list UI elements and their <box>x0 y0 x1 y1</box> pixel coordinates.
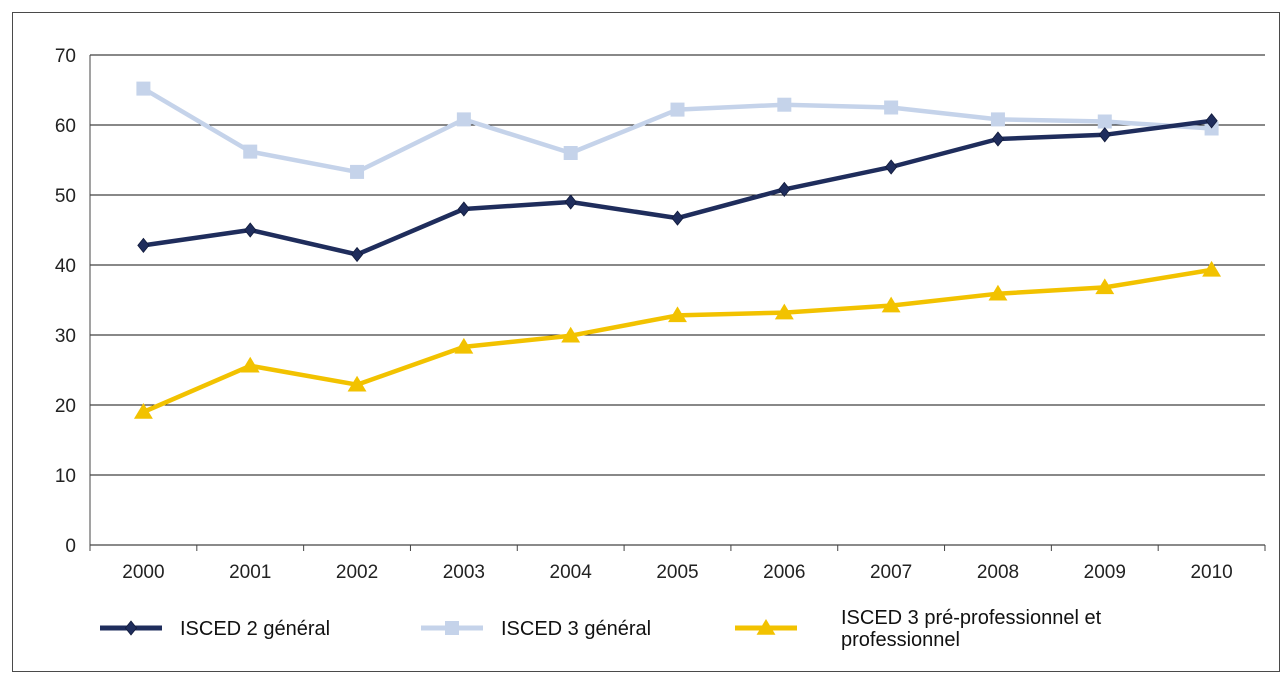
data-point <box>244 222 257 238</box>
legend-marker <box>756 619 776 635</box>
data-point <box>133 403 153 419</box>
x-tick-label: 2002 <box>336 562 378 583</box>
y-tick-label: 60 <box>55 116 76 137</box>
data-point <box>347 375 367 392</box>
legend-item-0: ISCED 2 général <box>100 618 330 640</box>
x-tick-label: 2009 <box>1084 562 1126 583</box>
data-point <box>668 306 687 323</box>
chart-container: 0 10 20 30 40 50 60 70 2000 2001 2002 2003 2004 2005… <box>12 12 1280 672</box>
x-tick-label: 2005 <box>656 562 698 583</box>
series-lines <box>133 81 1222 419</box>
x-tick-label: 2007 <box>870 562 912 583</box>
data-point <box>881 296 901 313</box>
legend-item-2: ISCED 3 pré-professionnel etprofessionne… <box>735 607 1102 651</box>
legend-marker <box>445 621 459 635</box>
data-point <box>670 102 685 117</box>
legend-label-line: ISCED 3 pré-professionnel et <box>841 607 1102 629</box>
data-point <box>1204 121 1219 136</box>
data-point <box>1202 260 1222 277</box>
data-point <box>564 194 577 210</box>
x-tick-label: 2001 <box>229 562 271 583</box>
series-1 <box>136 81 1219 179</box>
y-tick-label: 40 <box>55 256 76 277</box>
data-point <box>240 356 260 373</box>
data-point <box>991 131 1005 147</box>
y-tick-label: 0 <box>65 536 76 557</box>
axes <box>89 55 1266 551</box>
series-line <box>141 267 1214 415</box>
series-0 <box>137 113 1218 263</box>
data-point <box>990 112 1005 127</box>
gridlines <box>90 54 1265 476</box>
data-point <box>350 164 365 179</box>
legend: ISCED 2 général ISCED 3 général ISCED 3 pr… <box>100 607 1102 651</box>
x-tick-label: 2006 <box>763 562 805 583</box>
data-point <box>350 246 364 263</box>
data-point <box>243 144 258 159</box>
legend-label: ISCED 2 général <box>180 618 330 640</box>
data-point <box>1095 278 1115 295</box>
data-point <box>777 97 792 112</box>
data-point <box>671 210 684 226</box>
x-tick-label: 2003 <box>443 562 485 583</box>
data-point <box>774 303 794 320</box>
data-point <box>136 81 151 96</box>
data-point <box>454 337 474 354</box>
legend-item-1: ISCED 3 général <box>421 618 651 640</box>
x-tick-label: 2008 <box>977 562 1019 583</box>
y-axis-tick-labels: 0 10 20 30 40 50 60 70 <box>55 46 76 557</box>
data-point <box>778 181 791 198</box>
x-tick-label: 2004 <box>550 562 593 583</box>
legend-marker <box>124 620 138 636</box>
data-point <box>563 146 578 160</box>
series-2 <box>133 260 1222 419</box>
legend-label-line: professionnel <box>841 629 960 651</box>
data-point <box>1097 114 1112 129</box>
y-tick-label: 50 <box>55 186 76 207</box>
x-axis-tick-labels: 2000 2001 2002 2003 2004 2005 2006 2007 2008 2009… <box>122 562 1232 583</box>
data-point <box>457 201 470 217</box>
data-point <box>456 112 471 127</box>
data-point <box>988 284 1008 301</box>
x-tick-label: 2000 <box>122 562 164 583</box>
legend-label: ISCED 3 général <box>501 618 651 640</box>
data-point <box>561 326 581 343</box>
y-tick-label: 70 <box>55 46 76 67</box>
data-point <box>885 159 898 175</box>
x-tick-label: 2010 <box>1190 562 1232 583</box>
series-line <box>141 86 1214 175</box>
line-chart: 0 10 20 30 40 50 60 70 2000 2001 2002 2003 2004 2005… <box>55 46 1266 651</box>
y-tick-label: 30 <box>55 326 76 347</box>
y-tick-label: 10 <box>55 466 76 487</box>
data-point <box>137 237 150 254</box>
data-point <box>884 100 899 115</box>
y-tick-label: 20 <box>55 396 76 417</box>
data-point <box>1098 127 1111 143</box>
data-point <box>1205 113 1218 129</box>
series-line <box>141 118 1214 257</box>
